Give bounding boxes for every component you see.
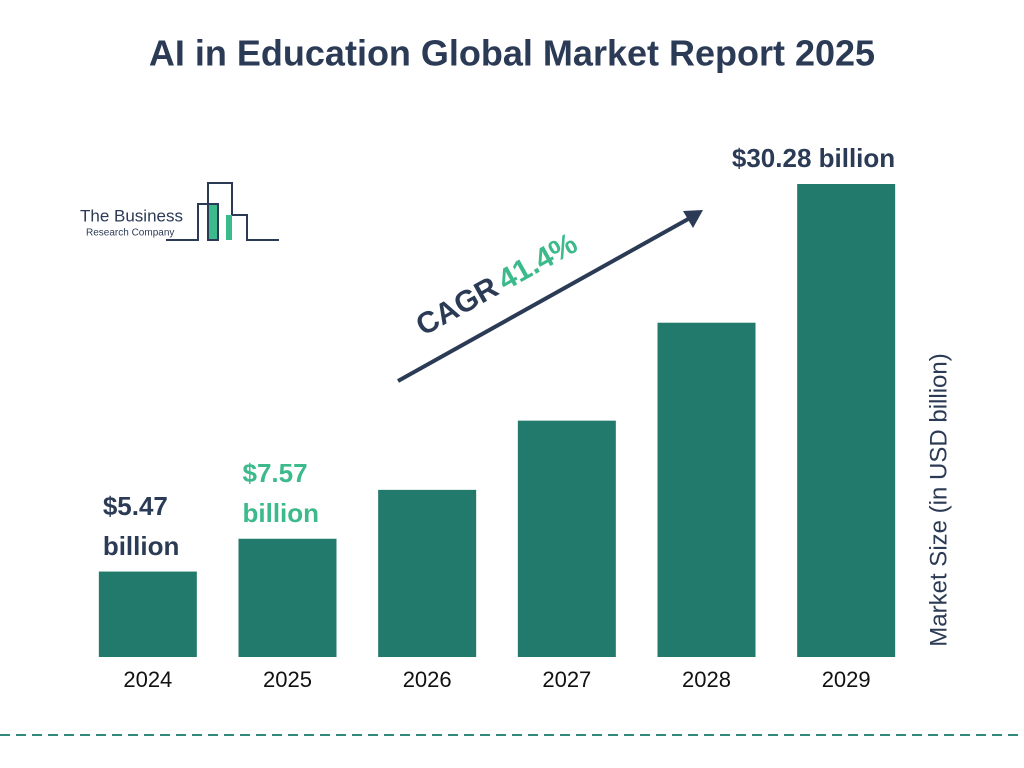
logo-subtext: Research Company xyxy=(86,228,174,239)
x-tick-label: 2028 xyxy=(682,667,731,692)
arrow-head xyxy=(683,210,703,228)
bar xyxy=(238,538,337,657)
x-tick-label: 2026 xyxy=(403,667,452,692)
x-tick-label: 2024 xyxy=(123,667,172,692)
value-label: $5.47 billion xyxy=(102,490,180,561)
logo-bar xyxy=(226,215,232,240)
y-axis-label: Market Size (in USD billion) xyxy=(925,353,952,646)
logo-outline xyxy=(166,182,279,241)
arrow-line xyxy=(397,216,691,383)
value-label: $30.28 billion xyxy=(731,143,896,173)
bar xyxy=(517,420,616,657)
chart-title: AI in Education Global Market Report 202… xyxy=(149,33,875,74)
bar xyxy=(657,322,756,657)
bar xyxy=(98,571,197,657)
bar xyxy=(797,184,896,657)
value-label: $7.57 billion xyxy=(242,457,320,528)
bar xyxy=(378,489,477,657)
x-tick-label: 2025 xyxy=(263,667,312,692)
x-tick-label: 2029 xyxy=(822,667,871,692)
x-tick-label: 2027 xyxy=(542,667,591,692)
logo-text: The Business xyxy=(80,206,183,225)
cagr-arrow: CAGR 41.4% xyxy=(397,210,703,383)
logo: The Business Research Company xyxy=(80,182,279,241)
logo-bar xyxy=(207,203,219,241)
